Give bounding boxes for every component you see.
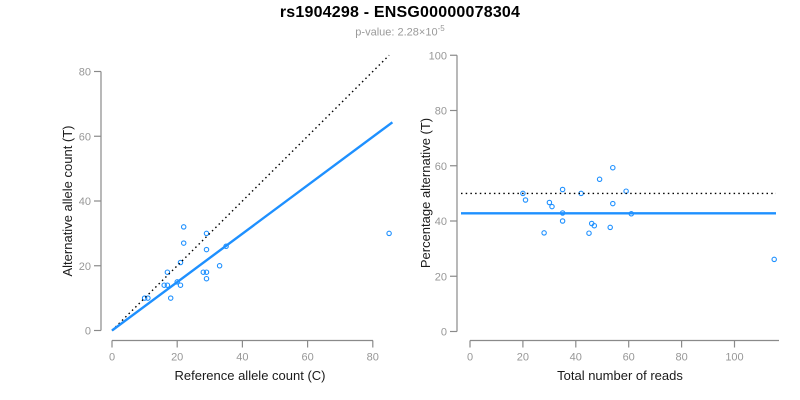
y-tick-label: 80 [435, 106, 447, 118]
left-plot: 0 20 40 60 80 0 20 40 60 80 [79, 54, 394, 364]
data-point [164, 269, 171, 275]
data-point [145, 295, 151, 301]
data-point [546, 199, 553, 206]
data-point [520, 190, 526, 197]
data-point [549, 203, 555, 210]
x-tick-label: 0 [467, 352, 473, 364]
x-tick-label: 0 [109, 352, 115, 364]
y-tick-label: 20 [79, 261, 91, 273]
x-tick-label: 60 [301, 352, 313, 364]
chart-title: rs1904298 - ENSG00000078304 [279, 4, 521, 21]
x-tick-label: 80 [675, 352, 687, 364]
left-yaxis-title: Alternative allele count (T) [60, 125, 75, 276]
data-point [541, 230, 547, 236]
data-point [177, 282, 184, 288]
right-plot: 0 20 40 60 80 100 0 20 40 60 80 100 [429, 50, 779, 364]
left-xaxis-title: Reference allele count (C) [174, 368, 325, 383]
data-point [386, 230, 392, 237]
p-value-subtitle: p-value: 2.28×10-5 [0, 24, 800, 39]
data-point [180, 224, 187, 230]
data-point [610, 164, 616, 171]
y-tick-label: 40 [79, 196, 91, 208]
y-tick-label: 0 [85, 326, 91, 338]
x-tick-label: 20 [517, 352, 529, 364]
data-point [200, 269, 207, 275]
data-point [167, 295, 174, 301]
data-point [216, 263, 223, 269]
data-point [771, 256, 777, 263]
data-point [203, 246, 210, 253]
right-xaxis-title: Total number of reads [557, 368, 683, 383]
p-value-text: p-value: 2.28×10 [355, 26, 438, 39]
x-tick-label: 100 [725, 352, 743, 364]
data-point [559, 218, 566, 224]
data-point [591, 222, 598, 229]
data-point [141, 295, 148, 301]
data-point [164, 282, 171, 288]
p-value-exponent: -5 [437, 24, 445, 33]
data-point [203, 269, 210, 275]
x-tick-label: 20 [171, 352, 183, 364]
data-point [180, 240, 187, 246]
data-point [559, 186, 566, 193]
x-tick-label: 40 [570, 352, 582, 364]
data-point [203, 230, 210, 237]
y-tick-label: 40 [435, 216, 447, 228]
identity-line [111, 54, 390, 331]
x-tick-label: 60 [623, 352, 635, 364]
regression-line [111, 121, 394, 332]
data-point [161, 282, 167, 288]
y-tick-label: 100 [429, 50, 447, 62]
y-tick-label: 20 [435, 271, 447, 283]
right-yaxis-title: Percentage alternative (T) [418, 118, 433, 268]
data-point [607, 224, 613, 231]
data-point [522, 197, 529, 203]
data-point [596, 176, 603, 183]
data-point [203, 275, 210, 282]
x-tick-label: 80 [367, 352, 379, 364]
data-point [177, 259, 184, 266]
x-tick-label: 40 [236, 352, 248, 364]
y-tick-label: 60 [435, 161, 447, 173]
y-tick-label: 0 [441, 327, 447, 339]
y-tick-label: 80 [79, 67, 91, 79]
data-point [586, 230, 592, 236]
data-point [610, 200, 616, 207]
y-tick-label: 60 [79, 131, 91, 143]
